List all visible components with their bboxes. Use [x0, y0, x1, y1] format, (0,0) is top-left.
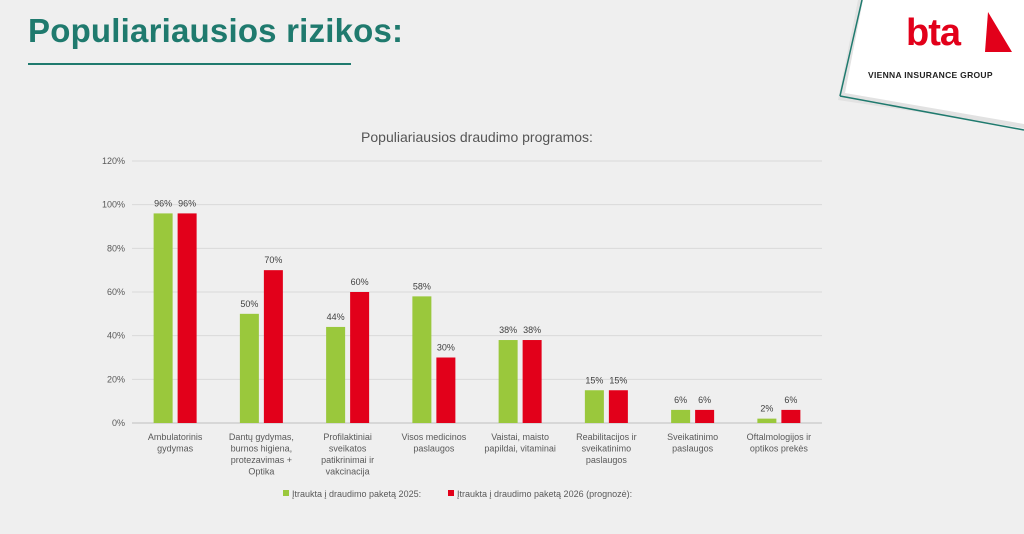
y-tick-label: 80% — [107, 243, 125, 253]
data-label-2026: 38% — [523, 325, 541, 335]
x-category-label-line: Profilaktiniai — [323, 432, 372, 442]
data-label-2025: 15% — [585, 375, 603, 385]
brand-logo: bta — [906, 12, 961, 54]
x-category-label-line: papildai, vitaminai — [484, 444, 556, 454]
x-category-label: Oftalmologijos ir optikos prekės — [747, 432, 812, 454]
bar-2026 — [436, 357, 456, 423]
legend-swatch-2026 — [448, 490, 454, 496]
x-category-label-line: Oftalmologijos ir — [747, 432, 812, 442]
data-label-2026: 15% — [609, 375, 627, 385]
y-tick-label: 120% — [102, 156, 125, 166]
x-category-label-line: Dantų gydymas, — [229, 432, 294, 442]
x-category-label: Profilaktiniai sveikatos patikrinimai ir va… — [321, 432, 374, 477]
x-category-label-line: Ambulatorinis — [148, 432, 203, 442]
data-label-2026: 96% — [178, 198, 196, 208]
x-category-label-line: Vaistai, maisto — [491, 432, 549, 442]
x-category-label-line: patikrinimai ir — [321, 455, 374, 465]
page-title: Populiariausios rizikos: — [28, 12, 404, 49]
bar-2025 — [239, 313, 259, 423]
x-category-label-line: optikos prekės — [750, 444, 809, 454]
data-label-2025: 38% — [499, 325, 517, 335]
bar-2026 — [522, 340, 542, 423]
bar-2026 — [177, 213, 197, 423]
y-tick-label: 100% — [102, 200, 125, 210]
y-tick-label: 0% — [112, 418, 125, 428]
x-category-label-line: Reabilitacijos ir — [576, 432, 637, 442]
data-label-2025: 6% — [674, 395, 687, 405]
legend-label-2025: Įtraukta į draudimo paketą 2025: — [292, 489, 421, 499]
data-label-2026: 30% — [437, 343, 455, 353]
x-category-label-line: sveikatinimo — [582, 444, 632, 454]
x-category-label-line: Optika — [248, 467, 274, 477]
bar-2026 — [350, 292, 370, 423]
brand-tagline: VIENNA INSURANCE GROUP — [868, 70, 993, 80]
data-label-2025: 2% — [760, 404, 773, 414]
x-category-label-line: Sveikatinimo — [667, 432, 718, 442]
x-category-label: Visos medicinos paslaugos — [401, 432, 466, 454]
x-category-label: Reabilitacijos ir sveikatinimo paslaugos — [576, 432, 637, 465]
bar-2025 — [671, 409, 691, 423]
bar-2026 — [608, 390, 628, 423]
data-label-2025: 50% — [240, 299, 258, 309]
bar-2025 — [326, 326, 346, 423]
bar-2025 — [153, 213, 173, 423]
x-category-label-line: paslaugos — [413, 444, 455, 454]
bar-2026 — [695, 409, 715, 423]
bar-2025 — [498, 340, 518, 423]
legend-swatch-2025 — [283, 490, 289, 496]
x-category-label-line: vakcinacija — [326, 467, 370, 477]
data-label-2026: 6% — [784, 395, 797, 405]
data-label-2026: 60% — [351, 277, 369, 287]
bar-2026 — [263, 270, 283, 423]
y-tick-label: 60% — [107, 287, 125, 297]
x-category-label-line: paslaugos — [672, 444, 714, 454]
data-label-2025: 58% — [413, 281, 431, 291]
x-category-label-line: burnos higiena, — [231, 444, 293, 454]
bar-2026 — [781, 409, 801, 423]
x-category-label-line: Visos medicinos — [401, 432, 466, 442]
x-category-label: Dantų gydymas, burnos higiena, protezavima… — [229, 432, 294, 477]
y-tick-label: 40% — [107, 331, 125, 341]
bar-2025 — [584, 390, 604, 423]
x-category-label-line: protezavimas + — [231, 455, 292, 465]
y-tick-label: 20% — [107, 374, 125, 384]
x-category-label-line: sveikatos — [329, 444, 367, 454]
legend-label-2026: Įtraukta į draudimo paketą 2026 (prognoz… — [457, 489, 632, 499]
title-underline — [28, 63, 351, 65]
bar-2025 — [757, 418, 777, 423]
data-label-2025: 96% — [154, 198, 172, 208]
x-category-label: Vaistai, maisto papildai, vitaminai — [484, 432, 556, 454]
x-category-label: Ambulatorinis gydymas — [148, 432, 203, 454]
data-label-2026: 70% — [264, 255, 282, 265]
x-category-label: Sveikatinimo paslaugos — [667, 432, 718, 454]
x-category-label-line: gydymas — [157, 444, 194, 454]
x-category-label-line: paslaugos — [586, 455, 628, 465]
bar-2025 — [412, 296, 432, 423]
data-label-2025: 44% — [327, 312, 345, 322]
chart-title: Populiariausios draudimo programos: — [361, 129, 593, 145]
data-label-2026: 6% — [698, 395, 711, 405]
